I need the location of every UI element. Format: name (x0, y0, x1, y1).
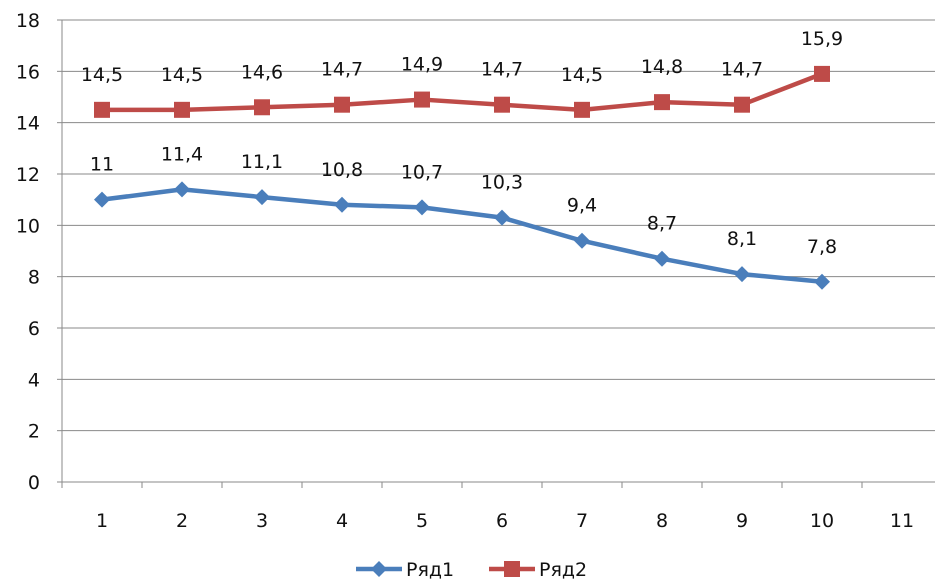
data-point-square (254, 99, 270, 116)
y-tick-label: 18 (16, 10, 40, 32)
legend: Ряд1 Ряд2 (356, 559, 587, 581)
series-group: 11 11,4 11,1 10,8 10,7 10,39,48,78,1 7,814,5 14… (81, 28, 843, 290)
data-label: 10,8 (321, 159, 363, 181)
data-label: 15,9 (801, 28, 843, 50)
y-tick-label: 14 (16, 113, 40, 135)
data-label: 14,5 (81, 64, 123, 86)
x-tick-label: 1 (96, 510, 108, 532)
x-tick-label: 4 (336, 510, 348, 532)
data-point-square (174, 101, 190, 118)
data-point-diamond (334, 196, 350, 213)
y-axis-ticks: 0 2 4 6 8 10 12 14 16 18 (16, 10, 62, 494)
data-label: 14,7 (481, 59, 523, 81)
x-tick-label: 3 (256, 510, 268, 532)
y-tick-label: 10 (16, 215, 40, 237)
data-point-diamond (494, 209, 510, 226)
data-label: 11,4 (161, 143, 203, 165)
data-point-diamond (94, 191, 110, 208)
series-1: 11 11,4 11,1 10,8 10,7 10,3 9,4 8,7 8,1 7,8 (90, 143, 837, 290)
x-tick-label: 10 (810, 510, 834, 532)
y-tick-label: 6 (28, 318, 40, 340)
x-tick-label: 6 (496, 510, 508, 532)
data-label: 14,6 (241, 61, 283, 83)
data-point-square (734, 96, 750, 113)
data-label: 10,3 (481, 172, 523, 194)
data-label: 14,8 (641, 56, 683, 78)
data-label: 9,4 (567, 195, 597, 217)
data-point-square (494, 96, 510, 113)
x-tick-label: 7 (576, 510, 588, 532)
data-label: 14,7 (721, 59, 763, 81)
data-label: 8,7 (647, 213, 677, 235)
y-tick-label: 2 (28, 421, 40, 443)
legend-label: Ряд1 (406, 559, 454, 581)
x-tick-label: 5 (416, 510, 428, 532)
legend-marker-diamond (371, 561, 387, 577)
legend-item-1: Ряд1 (356, 559, 454, 581)
data-label: 14,9 (401, 54, 443, 76)
axes (61, 20, 935, 483)
y-tick-label: 12 (16, 164, 40, 186)
x-tick-label: 8 (656, 510, 668, 532)
data-label: 14,5 (561, 64, 603, 86)
data-point-diamond (414, 199, 430, 216)
legend-marker-square (504, 561, 520, 577)
data-label: 10,7 (401, 161, 443, 183)
data-label: 11,1 (241, 151, 283, 173)
series-2: 14,5 14,5 14,6 14,7 14,9 14,7 14,5 14,8 14,7 15,9 (81, 28, 843, 118)
legend-label: Ряд2 (539, 559, 587, 581)
y-tick-label: 8 (28, 267, 40, 289)
data-point-diamond (574, 232, 590, 249)
data-point-diamond (654, 250, 670, 267)
data-point-square (814, 65, 830, 82)
x-tick-label: 11 (890, 510, 914, 532)
x-tick-label: 9 (736, 510, 748, 532)
series-line (101, 187, 823, 285)
y-tick-label: 0 (28, 472, 40, 494)
y-tick-label: 16 (16, 61, 40, 83)
data-point-diamond (814, 273, 830, 290)
data-point-square (414, 91, 430, 108)
data-point-diamond (254, 189, 270, 206)
data-point-diamond (734, 266, 750, 283)
data-point-square (654, 94, 670, 111)
series-line (102, 71, 823, 113)
y-tick-label: 4 (28, 369, 40, 391)
data-label: 11 (90, 154, 114, 176)
data-label: 14,5 (161, 64, 203, 86)
data-label: 7,8 (807, 236, 837, 258)
data-label: 8,1 (727, 228, 757, 250)
data-point-square (334, 96, 350, 113)
x-tick-label: 2 (176, 510, 188, 532)
legend-item-2: Ряд2 (489, 559, 587, 581)
x-axis-ticks: 1 2 3 4 5 6 7 8 9 10 11 (61, 482, 914, 532)
data-point-square (94, 101, 110, 118)
data-label: 14,7 (321, 59, 363, 81)
data-point-square (574, 101, 590, 118)
data-point-diamond (174, 181, 190, 198)
